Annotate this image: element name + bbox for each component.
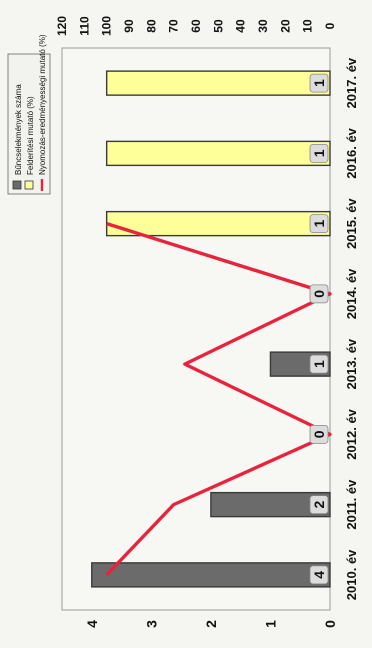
right-tick-110: 110	[77, 16, 91, 36]
legend-label-1: Bűncselekmények száma	[14, 84, 23, 175]
legend-label-3: Nyomozás-eredményességi mutató (%)	[38, 34, 47, 175]
axes: 2010. év 2011. év 2012. év 2013. év 2014. év…	[55, 16, 359, 628]
right-tick-40: 40	[234, 19, 248, 33]
right-tick-100: 100	[100, 16, 114, 36]
legend-label-2: Felderítési mutató (%)	[26, 96, 35, 175]
data-label-1: 4	[311, 571, 327, 579]
right-tick-20: 20	[278, 19, 292, 33]
plot-area	[61, 47, 331, 611]
x-tick-label-5: 2014. év	[344, 268, 359, 319]
data-label-box-8	[309, 73, 329, 93]
data-label-box-1	[309, 565, 329, 585]
data-labels: 4 2 0 1 0 1 1 1	[309, 73, 329, 585]
x-tick-label-2: 2011. év	[344, 479, 359, 530]
right-tick-50: 50	[211, 19, 225, 33]
data-label-box-3	[309, 424, 329, 444]
right-tick-0: 0	[323, 22, 337, 29]
data-label-3: 0	[311, 430, 327, 438]
right-tick-30: 30	[256, 19, 270, 33]
data-label-4: 1	[311, 360, 327, 368]
data-label-box-6	[309, 214, 329, 234]
x-tick-label-4: 2013. év	[344, 338, 359, 389]
x-tick-label-3: 2012. év	[344, 408, 359, 459]
right-tick-70: 70	[167, 19, 181, 33]
x-tick-label-8: 2017. év	[344, 57, 359, 108]
plot-background	[61, 47, 331, 611]
data-label-6: 1	[311, 220, 327, 228]
x-tick-label-1: 2010. év	[344, 549, 359, 600]
right-tick-60: 60	[189, 19, 203, 33]
bars	[91, 70, 331, 588]
bar-1-2	[210, 491, 331, 518]
line-series	[105, 222, 332, 577]
legend: Bűncselekmények száma Felderítési mutató …	[7, 34, 51, 195]
left-tick-3: 3	[143, 620, 159, 628]
right-tick-10: 10	[301, 19, 315, 33]
left-tick-1: 1	[262, 620, 278, 628]
bar-2-6	[105, 210, 331, 237]
legend-swatch-1	[12, 180, 22, 190]
bar-2-7	[105, 140, 331, 167]
x-tick-label-6: 2015. év	[344, 198, 359, 249]
legend-box	[7, 53, 51, 195]
line-nyomozas	[105, 222, 332, 577]
left-tick-0: 0	[322, 620, 338, 628]
right-tick-120: 120	[55, 16, 69, 36]
legend-swatch-2	[24, 180, 34, 190]
data-label-box-5	[309, 284, 329, 304]
data-label-7: 1	[311, 149, 327, 157]
data-label-box-7	[309, 143, 329, 163]
data-label-box-4	[309, 354, 329, 374]
data-label-5: 0	[311, 290, 327, 298]
data-label-2: 2	[311, 501, 327, 509]
left-tick-2: 2	[203, 620, 219, 628]
right-tick-90: 90	[122, 19, 136, 33]
data-label-box-2	[309, 495, 329, 515]
left-tick-4: 4	[84, 620, 100, 628]
data-label-8: 1	[311, 79, 327, 87]
bar-2-8	[105, 70, 331, 96]
right-tick-80: 80	[144, 19, 158, 33]
x-tick-label-7: 2016. év	[344, 127, 359, 178]
bar-1-1	[91, 562, 331, 588]
